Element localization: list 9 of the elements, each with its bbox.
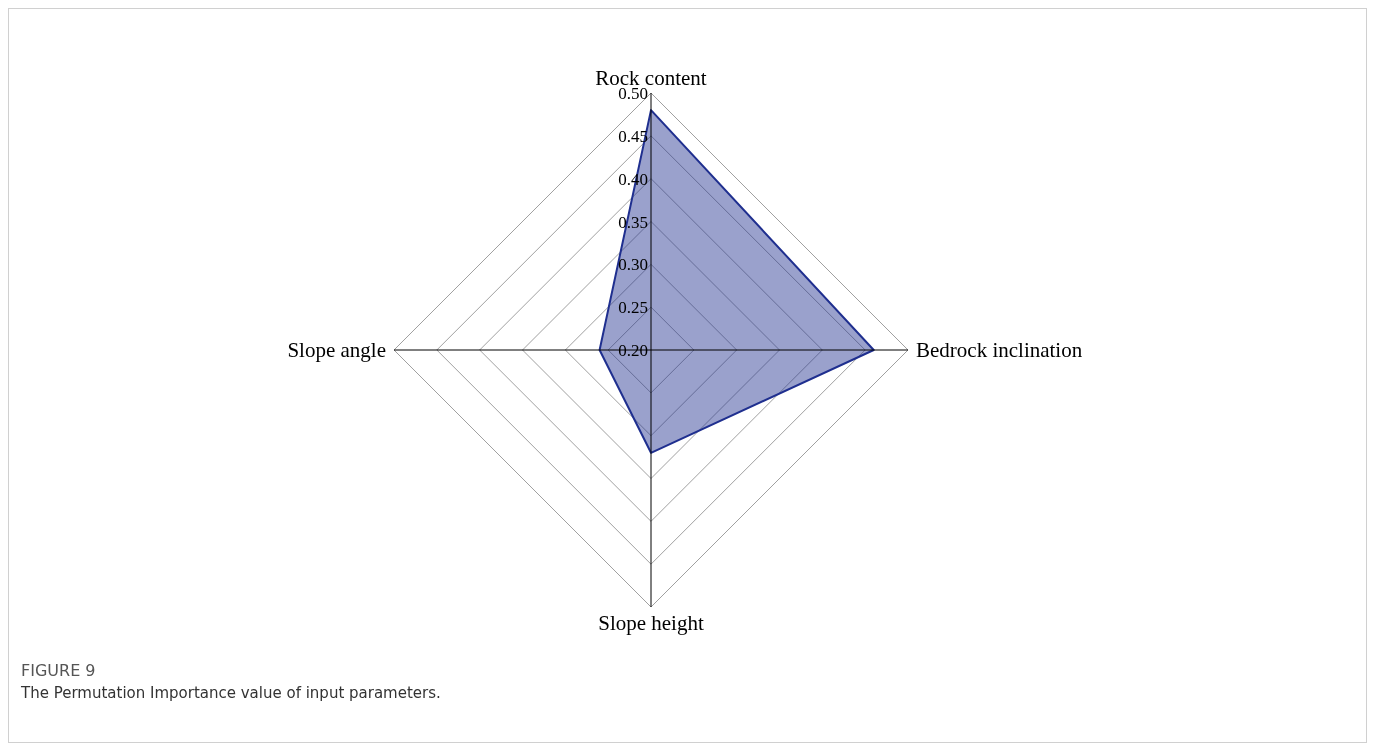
- y-tick-label: 0.25: [618, 298, 648, 318]
- spoke-label: Slope angle: [287, 338, 386, 363]
- y-tick-label: 0.50: [618, 84, 648, 103]
- y-tick-label: 0.20: [618, 341, 648, 360]
- spoke-label: Slope height: [598, 610, 704, 635]
- caption: FIGURE 9: [21, 661, 97, 680]
- y-tick-label: 0.30: [618, 255, 648, 275]
- text: The Permutation Importance value of input parameters.: [21, 684, 441, 702]
- spoke-label: Bedrock inclination: [916, 338, 1083, 363]
